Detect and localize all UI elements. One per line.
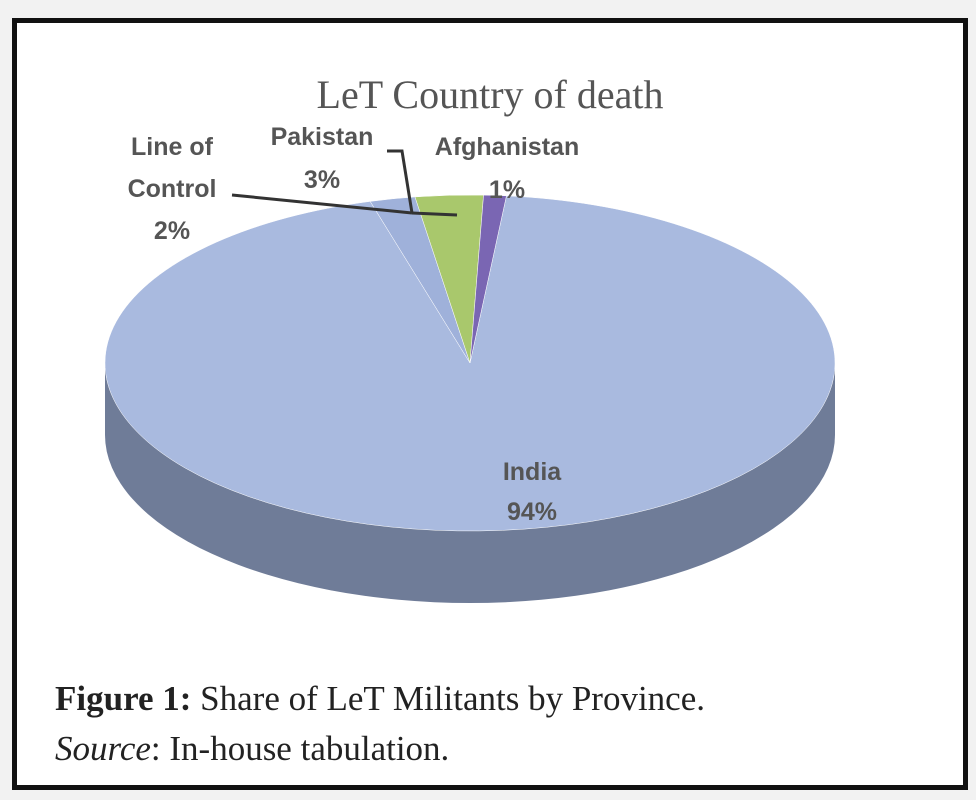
leader-line [231, 193, 413, 215]
chart [104, 149, 836, 603]
pie-slice [104, 195, 836, 532]
slice-label: Pakistan [270, 123, 374, 151]
slice-value-label: 94% [506, 498, 558, 526]
slice-value-label: 3% [303, 166, 341, 194]
caption-text: Share of LeT Militants by Province. [200, 679, 705, 718]
chart-title: LeT Country of death [316, 72, 664, 117]
slice-label: Line of Control [127, 133, 217, 203]
source-text: : In-house tabulation. [150, 729, 450, 768]
slice-label: India [502, 458, 562, 486]
slice-value-label: 1% [488, 176, 526, 204]
slice-label: Afghanistan [434, 133, 580, 161]
pie-slice [469, 194, 507, 364]
caption-line: Figure 1: Share of LeT Militants by Prov… [55, 679, 705, 719]
leader-line [411, 211, 458, 217]
figure-frame: LeT Country of death Figure 1: Share of … [12, 18, 968, 790]
source-label: Source [55, 729, 151, 768]
source-line: Source: In-house tabulation. [55, 729, 449, 769]
leader-line [387, 149, 414, 214]
caption-label: Figure 1: [55, 679, 192, 718]
slice-value-label: 2% [153, 217, 191, 245]
